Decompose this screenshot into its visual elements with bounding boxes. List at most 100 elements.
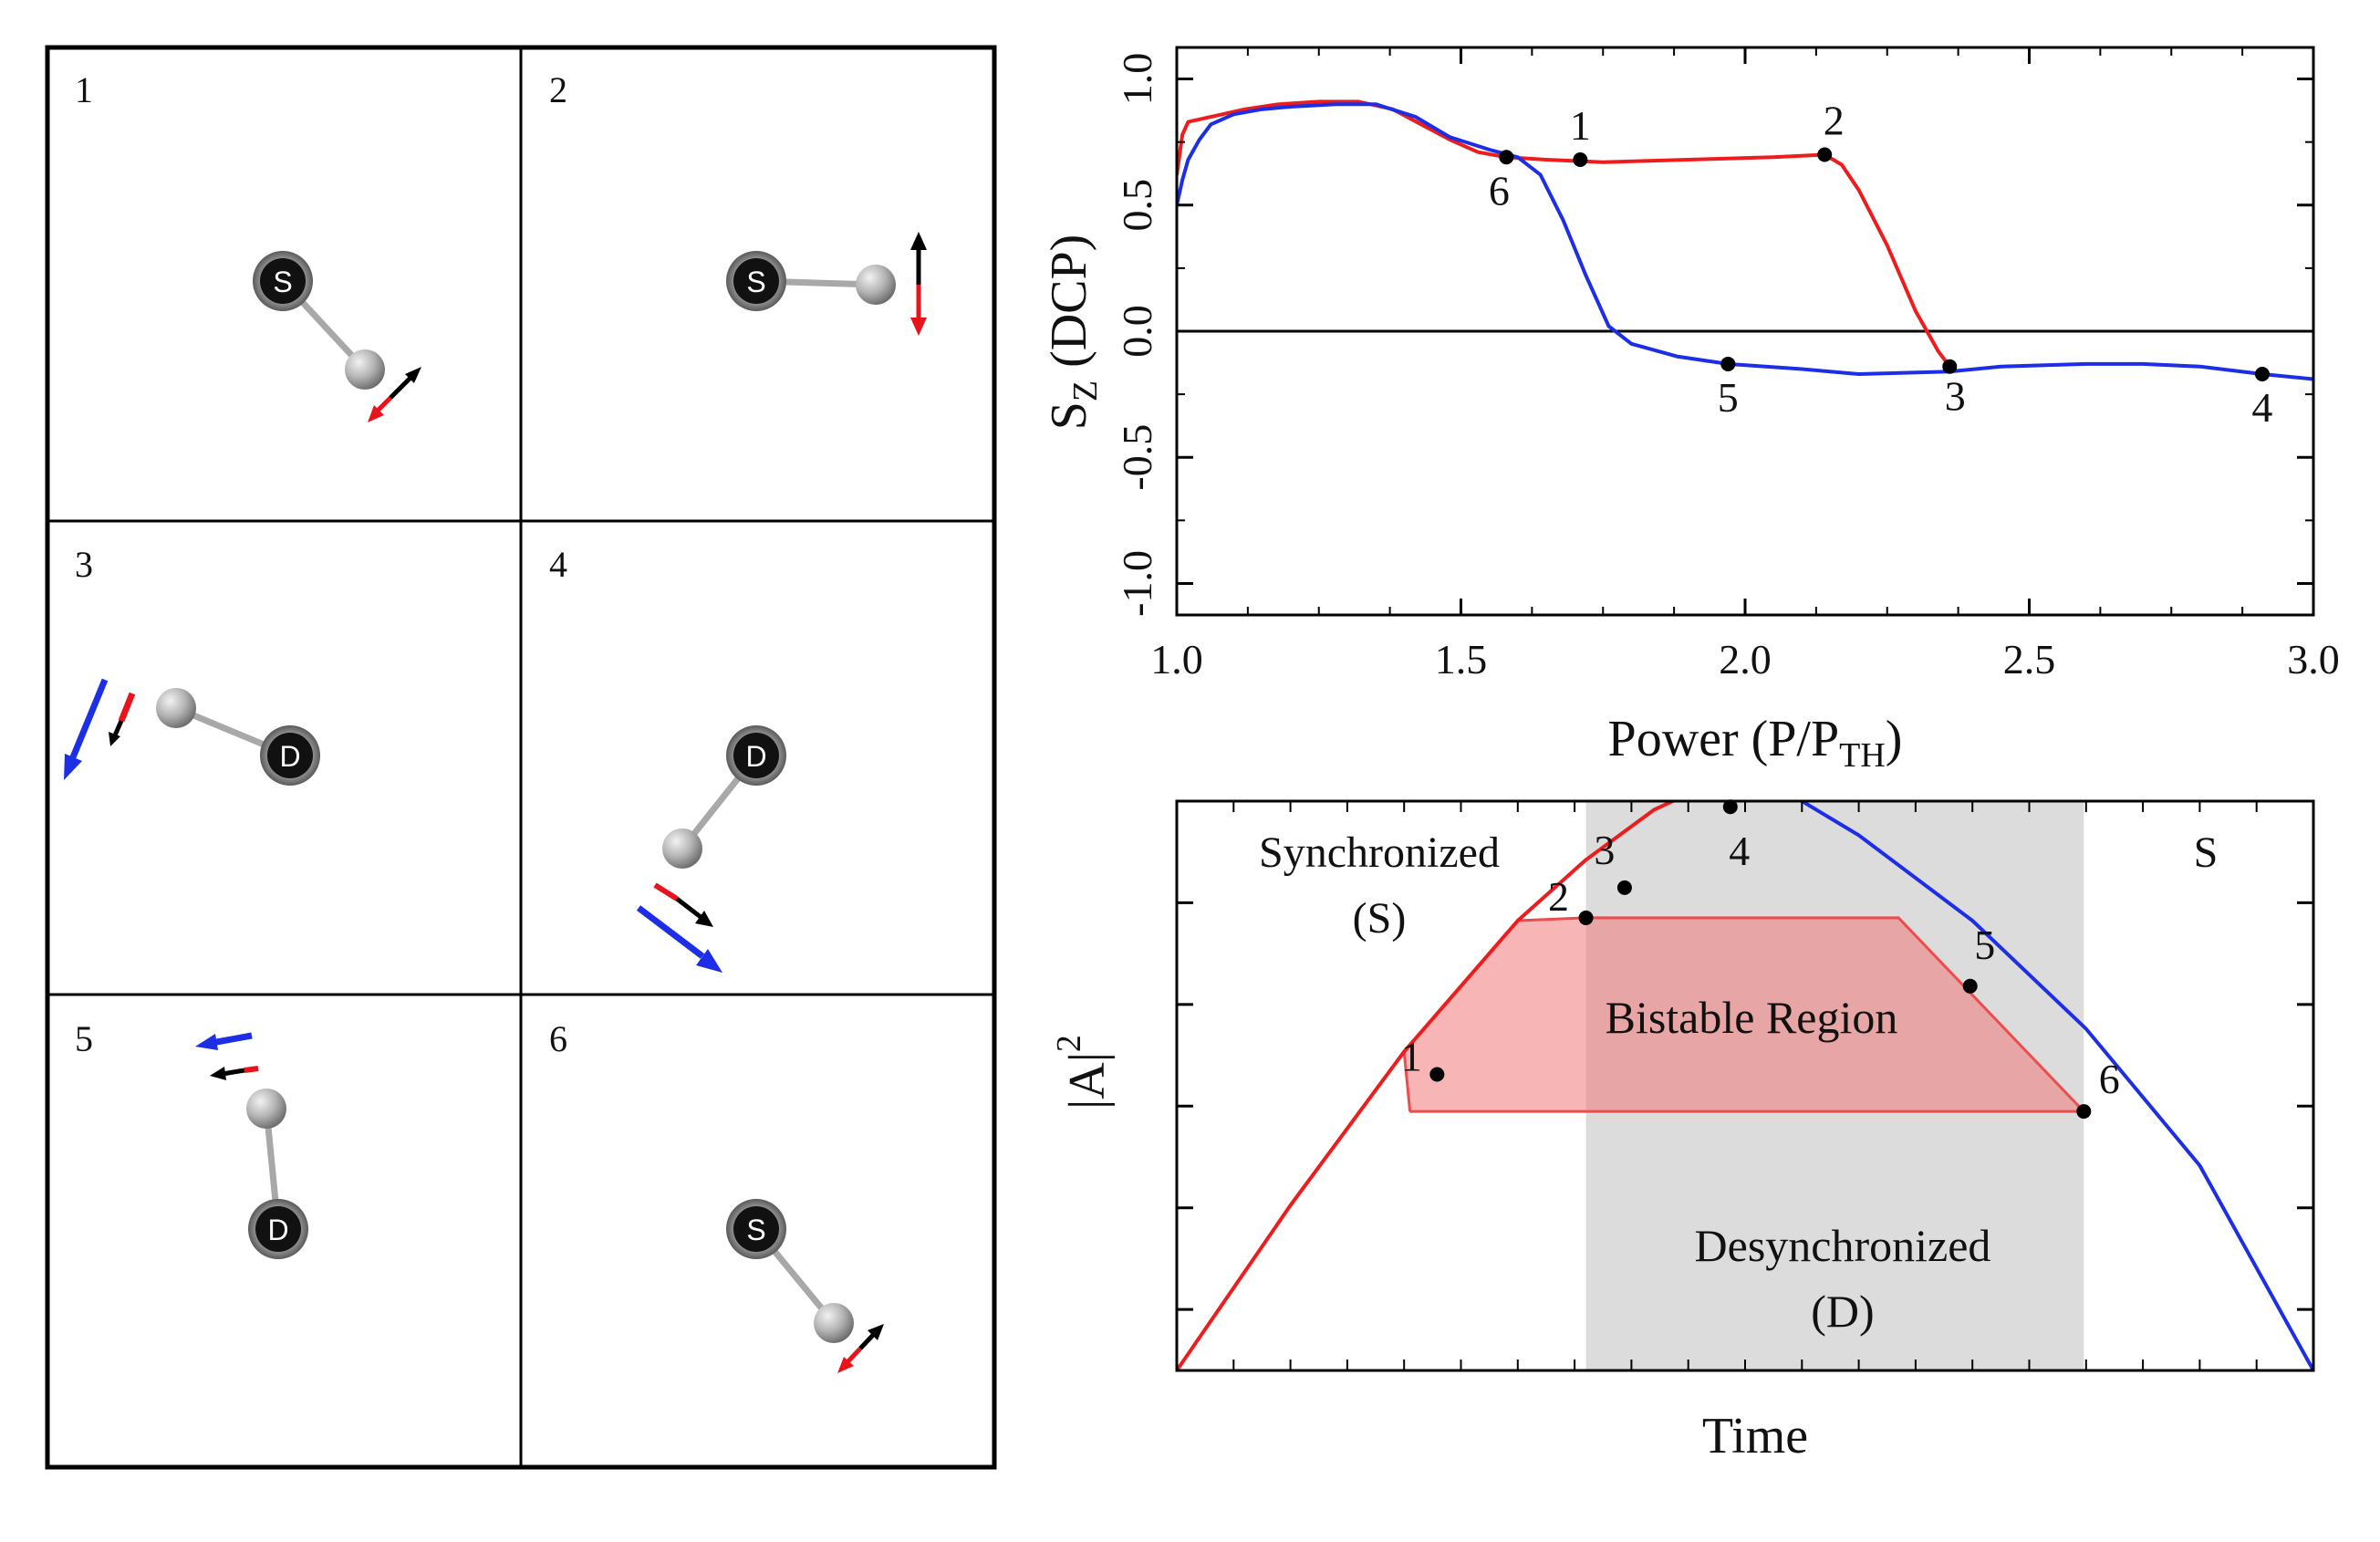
sz-point-1: [1573, 152, 1588, 168]
sz-y-tick-label: -0.5: [1114, 424, 1160, 491]
arrowhead-black: [109, 732, 120, 746]
amplitude-y-axis-label: |A|2: [1050, 1035, 1116, 1110]
molecule-panels: 1 2 3 4 5 6 S S: [45, 45, 997, 1470]
panel-4-molecule: D: [636, 725, 786, 973]
desync-abbr-label: (D): [1811, 1286, 1874, 1337]
ball: [345, 349, 385, 390]
sz-y-tick-label: -1.0: [1114, 550, 1160, 617]
arrow-red: [118, 692, 136, 723]
arrowhead-black: [210, 1067, 226, 1080]
center-atom: [733, 733, 779, 778]
arrowhead-red: [837, 1357, 854, 1373]
center-atom-letter: D: [279, 740, 300, 773]
panel-2-molecule: S: [726, 232, 927, 336]
amplitude-point-4: [1722, 799, 1738, 815]
amplitude-point-3: [1616, 880, 1632, 895]
amplitude-series-line-1: [1798, 801, 2313, 1370]
center-atom: [733, 258, 779, 304]
sz-point-5: [1720, 356, 1736, 371]
panel-label-6: 6: [549, 1018, 567, 1059]
arrowhead-black: [695, 911, 713, 927]
center-atom: [255, 1206, 301, 1252]
sz-point-label-6: 6: [1489, 167, 1510, 214]
center-atom-letter: D: [745, 740, 766, 773]
center-atom: [733, 1206, 779, 1252]
sz-power-chart: 1.0 1.5 2.0 2.5 3.01.00.50.0-0.5-1.0 1 23 456 …: [1041, 46, 2340, 775]
center-atom: [267, 733, 313, 778]
sz-point-6: [1499, 150, 1514, 165]
bistable-region: [1402, 916, 2087, 1113]
amplitude-point-label-5: 5: [1974, 922, 1995, 968]
sz-y-axis-label: SZ (DCP): [1041, 234, 1105, 431]
center-atom-letter: S: [746, 266, 765, 298]
center-atom-letter: S: [746, 1214, 765, 1246]
sz-x-axis-label: Power (P/PTH): [1608, 711, 1903, 775]
bistable-label: Bistable Region: [1606, 992, 1898, 1043]
sz-x-tick-label: 1.0: [1150, 636, 1203, 682]
amplitude-point-5: [1962, 978, 1978, 994]
ball: [246, 1089, 286, 1129]
panel-label-3: 3: [75, 544, 93, 585]
arrowhead-red: [368, 405, 384, 422]
amplitude-point-label-6: 6: [2099, 1056, 2120, 1102]
amplitude-time-chart: 123 456 Synchronized (S) S Bistable Regio…: [1050, 799, 2315, 1464]
panel-label-2: 2: [549, 69, 567, 110]
arrow-red: [653, 882, 679, 901]
arrow-black: [222, 1068, 245, 1077]
ball: [662, 828, 702, 869]
arrow-black: [112, 719, 124, 737]
amplitude-point-1: [1429, 1067, 1445, 1082]
sz-y-tick-label: 0.0: [1114, 305, 1160, 358]
sync-label: Synchronized: [1259, 828, 1500, 877]
sync-abbr-label: (S): [1353, 894, 1407, 943]
arrow-red: [244, 1066, 259, 1073]
panel-label-4: 4: [549, 544, 567, 585]
sz-x-tick-label: 1.5: [1435, 636, 1488, 682]
arrow-blue: [69, 678, 109, 759]
ball: [156, 688, 196, 728]
amplitude-point-label-1: 1: [1401, 1034, 1422, 1080]
amplitude-point-6: [2076, 1104, 2092, 1120]
sz-point-label-4: 4: [2251, 384, 2272, 431]
sync-right-label: S: [2194, 828, 2219, 877]
sz-point-4: [2254, 366, 2270, 381]
arrow-blue: [211, 1032, 253, 1047]
arrowhead-red: [910, 318, 927, 336]
center-atom: [260, 258, 306, 304]
sz-series-line-1: [1177, 102, 2313, 381]
time-axis-label: Time: [1702, 1408, 1808, 1464]
amplitude-plot-frame: [1175, 799, 2315, 1372]
arrowhead-black: [868, 1324, 884, 1340]
sz-point-label-1: 1: [1570, 102, 1591, 149]
sz-point-label-5: 5: [1718, 374, 1739, 421]
ball: [856, 265, 896, 305]
panel-label-5: 5: [75, 1018, 93, 1059]
amplitude-series-line-0: [1177, 801, 1678, 1370]
sz-y-tick-label: 1.0: [1114, 53, 1160, 106]
sz-x-tick-label: 3.0: [2287, 636, 2340, 682]
arrowhead-blue: [195, 1034, 218, 1050]
ball: [814, 1303, 854, 1343]
arrowhead-blue: [64, 754, 82, 780]
sz-point-label-2: 2: [1824, 97, 1845, 143]
desync-label: Desynchronized: [1695, 1220, 1991, 1271]
panel-label-1: 1: [75, 69, 93, 110]
sz-series-line-0: [1177, 99, 1951, 368]
sz-point-2: [1817, 147, 1833, 162]
arrowhead-blue: [696, 949, 722, 973]
arrowhead-black: [910, 232, 927, 250]
amplitude-point-label-3: 3: [1594, 827, 1615, 873]
center-atom-letter: D: [267, 1214, 288, 1246]
center-atom-letter: S: [273, 266, 292, 298]
sz-x-tick-label: 2.0: [1719, 636, 1772, 682]
sz-point-3: [1942, 359, 1958, 374]
panel-6-molecule: S: [726, 1199, 884, 1373]
amplitude-point-2: [1578, 910, 1594, 925]
sz-plot-frame: [1175, 46, 2315, 617]
panel-1-molecule: S: [253, 251, 421, 422]
arrow-blue: [636, 905, 705, 959]
amplitude-point-label-4: 4: [1729, 828, 1750, 874]
arrowhead-black: [405, 367, 421, 383]
sz-point-label-3: 3: [1945, 373, 1966, 420]
